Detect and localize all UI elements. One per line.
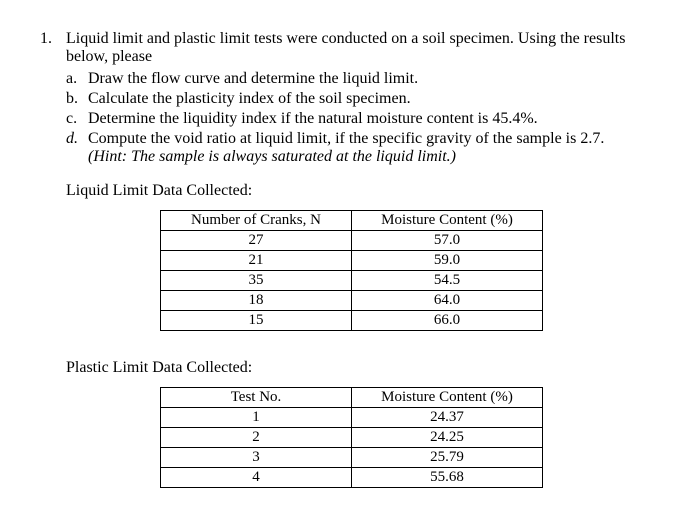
table-cell: 4 (161, 468, 352, 488)
table-row: Test No. Moisture Content (%) (161, 388, 543, 408)
problem-body: Liquid limit and plastic limit tests wer… (66, 30, 660, 168)
table-row: 18 64.0 (161, 291, 543, 311)
sub-text: Calculate the plasticity index of the so… (88, 90, 660, 108)
table-row: Number of Cranks, N Moisture Content (%) (161, 211, 543, 231)
sub-item-c: c. Determine the liquidity index if the … (66, 110, 660, 128)
table-cell: 24.25 (352, 428, 543, 448)
table-header: Test No. (161, 388, 352, 408)
table-cell: 21 (161, 251, 352, 271)
sub-letter: a. (66, 70, 88, 88)
table-cell: 55.68 (352, 468, 543, 488)
plastic-label: Plastic Limit Data Collected: (66, 359, 660, 377)
sub-letter: b. (66, 90, 88, 108)
table-header: Moisture Content (%) (352, 211, 543, 231)
plastic-table: Test No. Moisture Content (%) 1 24.37 2 … (160, 387, 543, 488)
table-cell: 66.0 (352, 311, 543, 331)
table-cell: 18 (161, 291, 352, 311)
problem-text: Liquid limit and plastic limit tests wer… (66, 30, 625, 65)
table-row: 1 24.37 (161, 408, 543, 428)
sub-text-main: Compute the void ratio at liquid limit, … (88, 130, 604, 147)
sub-item-d: d. Compute the void ratio at liquid limi… (66, 130, 660, 166)
table-header: Number of Cranks, N (161, 211, 352, 231)
table-cell: 59.0 (352, 251, 543, 271)
liquid-table: Number of Cranks, N Moisture Content (%)… (160, 210, 543, 331)
sub-item-a: a. Draw the flow curve and determine the… (66, 70, 660, 88)
table-row: 15 66.0 (161, 311, 543, 331)
table-row: 35 54.5 (161, 271, 543, 291)
table-row: 2 24.25 (161, 428, 543, 448)
table-cell: 24.37 (352, 408, 543, 428)
table-cell: 1 (161, 408, 352, 428)
table-row: 4 55.68 (161, 468, 543, 488)
sub-text: Compute the void ratio at liquid limit, … (88, 130, 660, 166)
table-cell: 35 (161, 271, 352, 291)
table-row: 3 25.79 (161, 448, 543, 468)
table-cell: 3 (161, 448, 352, 468)
liquid-label: Liquid Limit Data Collected: (66, 182, 660, 200)
sub-item-b: b. Calculate the plasticity index of the… (66, 90, 660, 108)
table-cell: 27 (161, 231, 352, 251)
table-cell: 2 (161, 428, 352, 448)
table-row: 21 59.0 (161, 251, 543, 271)
sub-letter: d. (66, 130, 88, 166)
sub-text: Draw the flow curve and determine the li… (88, 70, 660, 88)
sub-text: Determine the liquidity index if the nat… (88, 110, 660, 128)
sub-hint: (Hint: The sample is always saturated at… (88, 148, 456, 165)
table-cell: 15 (161, 311, 352, 331)
table-row: 27 57.0 (161, 231, 543, 251)
table-cell: 64.0 (352, 291, 543, 311)
table-cell: 57.0 (352, 231, 543, 251)
table-cell: 54.5 (352, 271, 543, 291)
sub-letter: c. (66, 110, 88, 128)
table-header: Moisture Content (%) (352, 388, 543, 408)
sub-list: a. Draw the flow curve and determine the… (66, 70, 660, 166)
table-cell: 25.79 (352, 448, 543, 468)
problem: 1. Liquid limit and plastic limit tests … (40, 30, 660, 168)
problem-number: 1. (40, 30, 66, 168)
